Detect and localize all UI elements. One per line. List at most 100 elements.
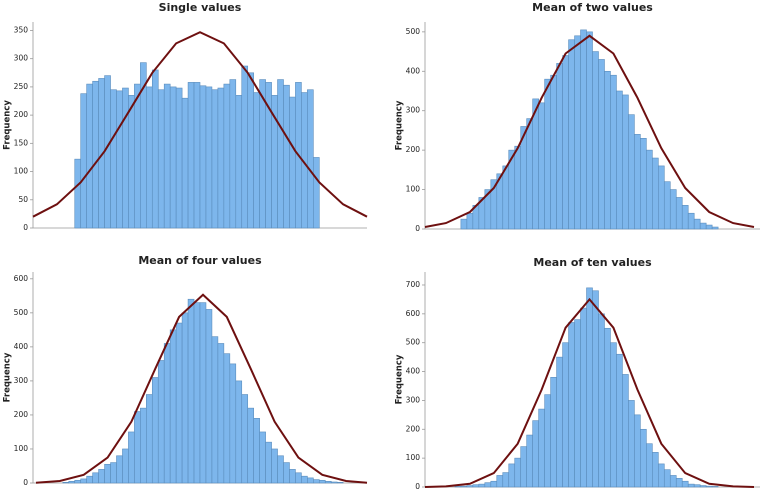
bar (229, 363, 237, 484)
y-tick-label: 600 (406, 309, 421, 318)
y-tick-label: 50 (18, 195, 28, 204)
bar (538, 102, 545, 230)
bar (324, 480, 332, 484)
bar (307, 477, 314, 484)
chart-title: Mean of four values (138, 254, 262, 267)
bar (229, 79, 237, 229)
bar (283, 462, 290, 484)
bar (283, 84, 290, 229)
bar (223, 353, 231, 484)
bar (496, 475, 504, 488)
chart-title: Single values (159, 1, 242, 14)
fit-curve (424, 297, 755, 488)
bar (277, 79, 284, 229)
bar (247, 407, 254, 484)
bar (687, 212, 695, 230)
bar (169, 329, 177, 484)
bar (586, 287, 593, 488)
bar (538, 408, 545, 488)
bar (318, 479, 326, 484)
bar (693, 484, 701, 488)
bar (74, 158, 82, 229)
fit-curve (35, 293, 368, 484)
bar (235, 380, 243, 484)
y-tick-label: 100 (14, 444, 29, 453)
y-tick-label: 400 (14, 342, 29, 351)
bar (205, 86, 213, 229)
bar (592, 290, 599, 488)
bar (556, 356, 563, 488)
bar (146, 394, 153, 484)
bar (253, 92, 260, 229)
bar (86, 475, 93, 484)
bar (116, 455, 123, 484)
bar (562, 342, 569, 488)
bar (550, 74, 557, 230)
bar (616, 90, 623, 230)
bar (598, 313, 605, 488)
bar (604, 70, 611, 230)
bar (484, 482, 492, 488)
bar (193, 302, 201, 484)
y-tick-label: 0 (415, 224, 420, 233)
y-tick-label: 600 (14, 274, 29, 283)
bar (460, 485, 468, 488)
y-axis-label: Frequency (395, 354, 405, 404)
bar (134, 411, 141, 484)
y-tick-label: 400 (406, 367, 421, 376)
bar (711, 486, 719, 488)
bar (98, 469, 105, 484)
chart-title: Mean of ten values (533, 256, 652, 269)
bar (235, 95, 243, 229)
y-tick-label: 300 (406, 395, 421, 404)
bar (622, 94, 629, 230)
bar (110, 89, 117, 229)
bar (289, 469, 296, 484)
bar (616, 353, 623, 488)
bar (520, 446, 527, 488)
bar (454, 486, 462, 488)
bar (640, 428, 647, 488)
bar (658, 165, 665, 230)
bar (313, 157, 320, 229)
bar (74, 479, 82, 484)
bar (568, 322, 575, 488)
bar (330, 481, 338, 484)
bar (301, 475, 308, 484)
bar (128, 431, 135, 484)
bar (502, 165, 510, 230)
bar (460, 218, 468, 230)
bar (622, 374, 629, 488)
bar (80, 478, 87, 484)
bar (205, 309, 213, 484)
bar (669, 189, 677, 230)
bar (259, 431, 266, 484)
bar (526, 118, 533, 230)
bar (277, 455, 284, 484)
bar (514, 457, 522, 488)
bar (574, 319, 581, 488)
bar (295, 472, 302, 484)
bar (122, 87, 129, 229)
bar (574, 35, 581, 230)
bar (562, 55, 569, 230)
bar (199, 85, 207, 229)
bar (466, 485, 474, 488)
bar (532, 98, 539, 230)
bar (693, 218, 701, 230)
bar (247, 72, 254, 229)
y-tick-label: 300 (14, 376, 29, 385)
bar (223, 83, 231, 229)
bar (157, 89, 165, 229)
y-axis-label: Frequency (3, 100, 13, 150)
y-tick-label: 150 (14, 138, 29, 147)
bar (592, 51, 599, 230)
bar (711, 226, 719, 230)
chart-title: Mean of two values (532, 1, 653, 14)
bar (658, 463, 665, 488)
fit-curve (32, 31, 368, 218)
bar (265, 441, 272, 484)
bar (652, 157, 659, 230)
bar (313, 479, 320, 484)
